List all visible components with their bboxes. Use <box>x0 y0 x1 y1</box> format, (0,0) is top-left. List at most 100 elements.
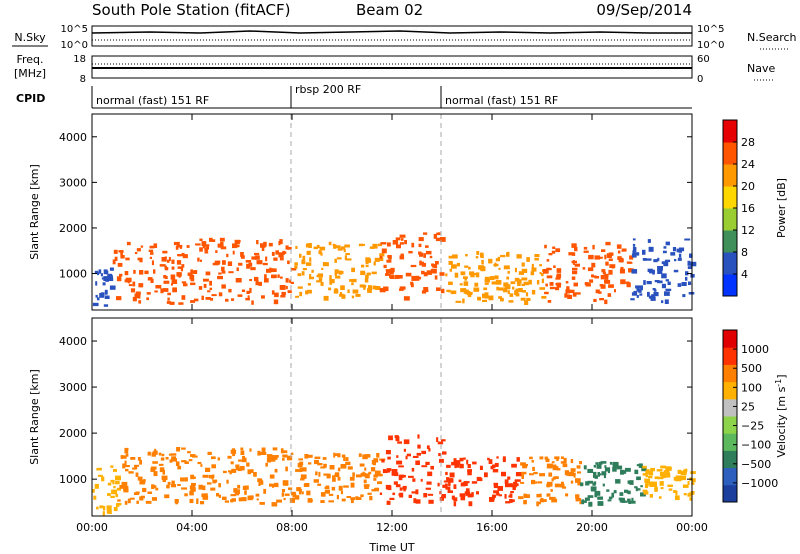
power-cell <box>218 292 223 297</box>
velocity-cell <box>691 478 696 483</box>
power-cell <box>100 273 103 277</box>
velocity-cell <box>205 467 211 472</box>
velocity-cell <box>498 494 502 497</box>
power-cell <box>514 277 520 282</box>
velocity-cell <box>392 492 396 496</box>
power-cell <box>518 271 524 275</box>
power-cell <box>565 281 569 284</box>
velocity-cell <box>635 486 638 492</box>
velocity-cell <box>371 460 374 465</box>
power-cell <box>175 245 179 250</box>
velocity-cell <box>164 494 170 499</box>
velocity-cell <box>411 467 415 472</box>
velocity-cell <box>580 482 584 487</box>
velocity-cell <box>364 486 369 489</box>
velocity-cell <box>428 499 434 504</box>
power-cell <box>521 262 525 267</box>
power-cell <box>583 246 588 250</box>
velocity-cell <box>504 479 509 484</box>
velocity-cell <box>139 496 144 501</box>
nsearch-tick-bottom: 10^0 <box>697 40 724 51</box>
power-cell <box>130 288 136 293</box>
velocity-cell <box>271 502 278 507</box>
power-cell <box>484 276 490 282</box>
power-cell <box>653 289 657 292</box>
power-cell <box>177 254 182 257</box>
velocity-cell <box>112 479 115 485</box>
velocity-cell <box>398 465 404 468</box>
velocity-cell <box>122 463 126 469</box>
velocity-cell <box>484 472 488 478</box>
velocity-cell <box>363 479 367 484</box>
power-cell <box>605 261 609 266</box>
velocity-cell <box>238 497 242 502</box>
power-cell <box>467 294 472 298</box>
velocity-cell <box>155 487 159 491</box>
velocity-cell <box>189 498 194 504</box>
velocity-cell <box>229 471 232 475</box>
velocity-cell <box>140 495 145 499</box>
power-cell <box>294 265 298 269</box>
power-cell <box>95 294 98 298</box>
power-cell <box>114 256 118 261</box>
velocity-cell <box>237 484 241 489</box>
power-cell <box>255 280 259 286</box>
velocity-cell <box>601 471 607 476</box>
power-cell <box>335 275 341 279</box>
power-cell <box>572 270 578 275</box>
velocity-cell <box>677 469 682 474</box>
velocity-cell <box>515 472 522 477</box>
velocity-cell <box>328 500 334 503</box>
power-cell <box>642 258 647 261</box>
power-cell <box>358 243 363 247</box>
velocity-cell <box>326 473 331 479</box>
power-cell <box>482 293 487 299</box>
velocity-xtick-label: 00:00 <box>676 521 708 534</box>
velocity-cell <box>315 471 318 476</box>
power-cell <box>524 300 529 305</box>
velocity-cell <box>426 445 430 449</box>
velocity-cell <box>169 459 173 463</box>
power-cell <box>632 238 636 241</box>
velocity-cell <box>250 469 254 473</box>
velocity-cell <box>560 456 564 459</box>
velocity-cell <box>337 467 341 472</box>
power-cell <box>494 275 499 280</box>
power-cell <box>509 293 514 297</box>
velocity-cell <box>374 470 381 476</box>
power-cell <box>506 276 510 280</box>
velocity-cell <box>607 499 612 502</box>
power-cell <box>279 257 284 261</box>
velocity-cell <box>467 493 473 498</box>
power-cell <box>309 257 312 262</box>
date-title: 09/Sep/2014 <box>596 1 692 19</box>
velocity-cell <box>141 481 146 485</box>
power-cell <box>374 257 380 262</box>
power-cell <box>258 281 262 286</box>
velocity-cell <box>128 471 134 474</box>
velocity-cell <box>237 468 242 472</box>
power-cell <box>221 270 226 274</box>
velocity-cell <box>539 473 545 477</box>
velocity-cell <box>110 495 115 498</box>
power-cell <box>373 261 376 266</box>
power-cell <box>497 256 501 259</box>
power-cell <box>526 257 530 262</box>
power-cell <box>473 287 480 292</box>
power-cell <box>107 273 113 276</box>
power-cell <box>645 258 652 261</box>
velocity-cell <box>458 479 462 483</box>
power-cell <box>664 291 670 296</box>
power-cell <box>678 247 685 252</box>
power-cell <box>104 295 110 299</box>
nsky-tick-bottom: 10^0 <box>61 40 88 51</box>
power-cell <box>128 284 133 287</box>
velocity-cell <box>150 467 156 472</box>
velocity-cell <box>303 483 309 487</box>
velocity-cell <box>644 478 647 483</box>
power-y-axis: 1000 2000 3000 4000 <box>59 131 692 281</box>
power-band-1 <box>112 241 196 305</box>
power-cell <box>134 252 138 255</box>
velocity-cell <box>417 434 420 439</box>
velocity-cell <box>212 479 218 483</box>
